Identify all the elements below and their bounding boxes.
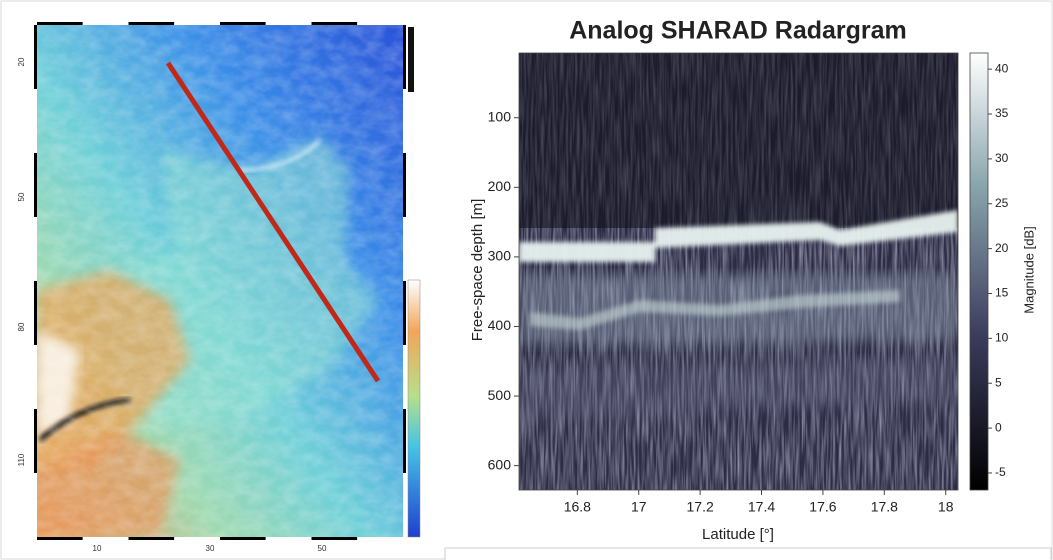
y-tick-label: 300 [488, 248, 512, 264]
frame-segment [34, 409, 37, 473]
x-tick-label: 17.8 [871, 499, 898, 515]
x-tick-label: 16.8 [564, 499, 591, 515]
frame-segment [34, 473, 37, 537]
colorbar-tick-label: 20 [995, 241, 1009, 255]
frame-segment [403, 217, 406, 281]
frame-segment [265, 22, 312, 25]
frame-segment [357, 22, 403, 25]
frame-segment [220, 537, 266, 540]
frame-segment [82, 22, 129, 25]
frame-segment [34, 217, 37, 281]
colorbar-tick-label: 0 [995, 420, 1002, 434]
frame-segment [34, 25, 37, 89]
colorbar-tick-label: 40 [995, 61, 1009, 75]
y-tick-label: 200 [488, 178, 512, 194]
y-tick-label: 600 [488, 456, 512, 472]
colorbar-tick-label: 15 [995, 286, 1009, 300]
frame-segment [403, 153, 406, 217]
frame-segment [82, 537, 129, 540]
map-y-tick-label: 20 [17, 57, 26, 66]
map-y-tick-label: 50 [17, 192, 26, 201]
map-colorbar [407, 279, 421, 538]
frame-segment [403, 281, 406, 345]
map-y-tick-label: 110 [17, 453, 26, 466]
frame-segment [220, 22, 266, 25]
x-axis-label: Latitude [°] [702, 526, 774, 543]
map-x-tick-label: 10 [93, 544, 102, 553]
frame-segment [37, 22, 83, 25]
map-image [37, 25, 403, 537]
colorbar-tick-label: 10 [995, 331, 1009, 345]
frame-segment [34, 345, 37, 409]
frame-segment [311, 22, 358, 25]
map-frame [34, 22, 406, 540]
map-y-tick-label: 80 [17, 322, 26, 331]
map-x-tick-label: 30 [206, 544, 215, 553]
colorbar-tick-label: 25 [995, 196, 1009, 210]
frame-segment [311, 537, 358, 540]
frame-segment [128, 22, 175, 25]
plot-frame [518, 52, 959, 491]
map-scale-bar [408, 27, 414, 92]
frame-segment [403, 25, 406, 89]
colorbar-label: Magnitude [dB] [1021, 226, 1036, 313]
overlay-box [444, 547, 1052, 560]
frame-segment [34, 153, 37, 217]
colorbar-tick-label: -5 [995, 465, 1006, 479]
frame-segment [34, 281, 37, 345]
x-tick-label: 17 [631, 499, 647, 515]
frame-segment [403, 409, 406, 473]
frame-segment [403, 473, 406, 537]
colorbar-tick-label: 35 [995, 106, 1009, 120]
frame-segment [174, 22, 220, 25]
y-tick-label: 100 [488, 108, 512, 124]
x-tick-label: 17.6 [809, 499, 836, 515]
frame-segment [34, 89, 37, 153]
x-tick-label: 17.2 [687, 499, 714, 515]
frame-segment [403, 345, 406, 409]
colorbar [969, 52, 989, 491]
radargram-image [519, 53, 958, 490]
map-x-tick-label: 50 [318, 544, 327, 553]
colorbar-tick-label: 5 [995, 375, 1002, 389]
frame-segment [265, 537, 312, 540]
x-tick-label: 17.4 [748, 499, 775, 515]
frame-segment [128, 537, 175, 540]
frame-segment [37, 537, 83, 540]
frame-segment [174, 537, 220, 540]
colorbar-tick-label: 30 [995, 151, 1009, 165]
chart-title: Analog SHARAD Radargram [569, 17, 907, 45]
frame-segment [357, 537, 403, 540]
y-tick-label: 400 [488, 317, 512, 333]
track-line [165, 61, 381, 383]
y-tick-label: 500 [488, 387, 512, 403]
y-axis-label: Free-space depth [m] [469, 199, 486, 342]
frame-segment [403, 89, 406, 153]
x-tick-label: 18 [938, 499, 954, 515]
